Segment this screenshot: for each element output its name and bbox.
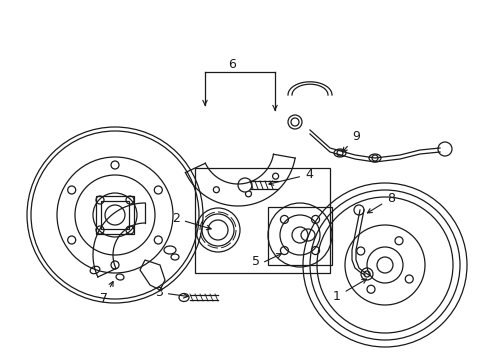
Text: 2: 2 bbox=[172, 212, 211, 230]
Bar bbox=[267, 207, 331, 265]
Bar bbox=[101, 201, 129, 229]
Text: 5: 5 bbox=[251, 255, 260, 268]
Text: 6: 6 bbox=[227, 58, 235, 71]
Bar bbox=[195, 168, 329, 273]
Bar bbox=[96, 196, 134, 234]
Text: 8: 8 bbox=[366, 192, 394, 213]
Text: 4: 4 bbox=[268, 168, 312, 185]
Text: 9: 9 bbox=[342, 130, 359, 152]
Text: 1: 1 bbox=[332, 279, 366, 303]
Text: 3: 3 bbox=[155, 286, 187, 299]
Text: 7: 7 bbox=[100, 282, 113, 305]
Circle shape bbox=[238, 178, 251, 192]
